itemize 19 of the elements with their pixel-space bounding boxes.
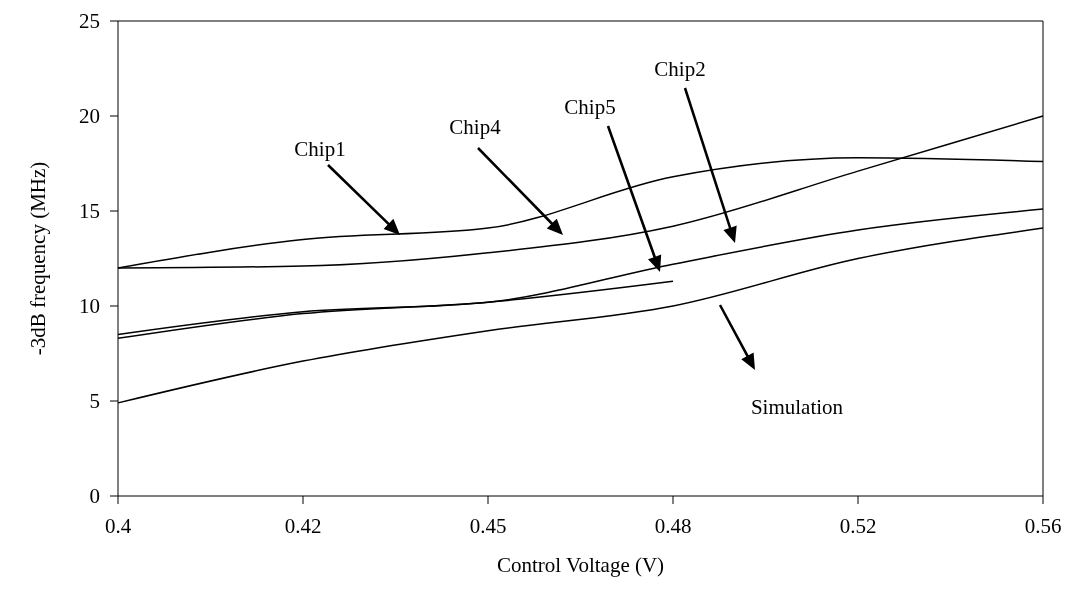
x-tick-label: 0.48 <box>654 513 692 538</box>
x-tick-label: 0.4 <box>104 513 132 538</box>
annotation: Chip2 <box>654 57 706 81</box>
x-tick-label: 0.52 <box>839 513 877 538</box>
y-tick-label: 10 <box>79 294 100 319</box>
y-tick-label: 25 <box>79 9 100 34</box>
y-tick-label: 15 <box>79 199 100 224</box>
x-tick-label: 0.45 <box>469 513 507 538</box>
annotation: Simulation <box>750 395 844 419</box>
annotation: Chip5 <box>564 95 616 119</box>
annotation: Chip4 <box>449 115 502 139</box>
y-axis-title: -3dB frequency (MHz) <box>26 161 51 356</box>
x-tick-label: 0.56 <box>1024 513 1062 538</box>
y-tick-label: 0 <box>89 484 100 509</box>
y-tick-label: 5 <box>89 389 100 414</box>
x-tick-label: 0.42 <box>284 513 322 538</box>
annotation: Chip1 <box>294 137 346 161</box>
x-axis-title: Control Voltage (V) <box>496 553 665 577</box>
y-tick-label: 20 <box>79 104 100 129</box>
